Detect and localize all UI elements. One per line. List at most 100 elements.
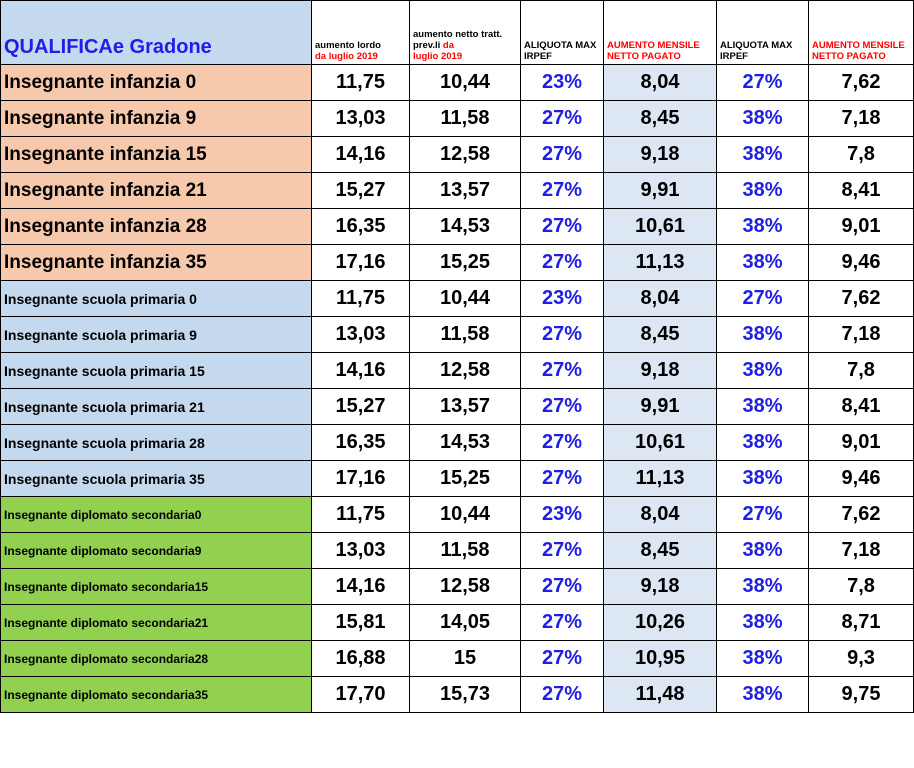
table-row: Insegnante infanzia 35 17,16 15,25 27% 11,13… bbox=[0, 244, 914, 281]
aliquota-1-cell: 27% bbox=[520, 460, 604, 497]
aliquota-2-cell: 38% bbox=[716, 316, 809, 353]
aumento-mensile-2-cell: 8,71 bbox=[808, 604, 914, 641]
qualifica-cell: Insegnante scuola primaria 21 bbox=[0, 388, 312, 425]
aumento-netto-cell: 15,73 bbox=[409, 676, 521, 713]
aumento-netto-cell: 13,57 bbox=[409, 172, 521, 209]
aumento-netto-cell: 12,58 bbox=[409, 136, 521, 173]
header-aumento-mensile-1: AUMENTO MENSILE NETTO PAGATO bbox=[603, 0, 717, 65]
table-row: Insegnante scuola primaria 9 13,03 11,58 27… bbox=[0, 316, 914, 353]
qualifica-cell: Insegnante infanzia 0 bbox=[0, 64, 312, 101]
table-row: Insegnante scuola primaria 21 15,27 13,57 2… bbox=[0, 388, 914, 425]
aumento-mensile-2-cell: 7,18 bbox=[808, 100, 914, 137]
aumento-mensile-1-cell: 11,48 bbox=[603, 676, 717, 713]
aliquota-1-cell: 27% bbox=[520, 676, 604, 713]
qualifica-cell: Insegnante diplomato secondaria15 bbox=[0, 568, 312, 605]
aliquota-2-cell: 38% bbox=[716, 172, 809, 209]
aumento-lordo-cell: 11,75 bbox=[311, 280, 410, 317]
aliquota-2-cell: 38% bbox=[716, 208, 809, 245]
aumento-lordo-cell: 16,88 bbox=[311, 640, 410, 677]
aliquota-2-cell: 38% bbox=[716, 388, 809, 425]
aumento-mensile-1-cell: 9,18 bbox=[603, 352, 717, 389]
aliquota-1-cell: 27% bbox=[520, 352, 604, 389]
table-row: Insegnante infanzia 21 15,27 13,57 27% 9,91 3… bbox=[0, 172, 914, 209]
aliquota-1-cell: 27% bbox=[520, 640, 604, 677]
aumento-lordo-cell: 14,16 bbox=[311, 136, 410, 173]
aumento-lordo-cell: 17,16 bbox=[311, 244, 410, 281]
table-row: Insegnante infanzia 0 11,75 10,44 23% 8,04 27… bbox=[0, 64, 914, 101]
aumento-mensile-1-cell: 9,18 bbox=[603, 136, 717, 173]
qualifica-cell: Insegnante scuola primaria 35 bbox=[0, 460, 312, 497]
aumento-mensile-1-cell: 9,18 bbox=[603, 568, 717, 605]
table-row: Insegnante scuola primaria 28 16,35 14,53 2… bbox=[0, 424, 914, 461]
qualifica-cell: Insegnante scuola primaria 0 bbox=[0, 280, 312, 317]
table-row: Insegnante diplomato secondaria9 13,03 11,… bbox=[0, 532, 914, 569]
table-row: Insegnante infanzia 28 16,35 14,53 27% 10,61… bbox=[0, 208, 914, 245]
aliquota-1-cell: 27% bbox=[520, 172, 604, 209]
header-aumento-lordo-date: da luglio 2019 bbox=[315, 51, 378, 62]
aumento-lordo-cell: 14,16 bbox=[311, 568, 410, 605]
aliquota-2-cell: 38% bbox=[716, 136, 809, 173]
aumento-netto-cell: 13,57 bbox=[409, 388, 521, 425]
aumento-mensile-2-cell: 7,8 bbox=[808, 352, 914, 389]
aumento-mensile-2-cell: 7,8 bbox=[808, 568, 914, 605]
qualifica-cell: Insegnante scuola primaria 15 bbox=[0, 352, 312, 389]
header-aumento-mensile-2: AUMENTO MENSILE NETTO PAGATO bbox=[808, 0, 914, 65]
aumento-mensile-1-cell: 10,26 bbox=[603, 604, 717, 641]
table-row: Insegnante diplomato secondaria0 11,75 10,… bbox=[0, 496, 914, 533]
aumento-lordo-cell: 13,03 bbox=[311, 532, 410, 569]
aliquota-2-cell: 38% bbox=[716, 676, 809, 713]
qualifica-cell: Insegnante infanzia 15 bbox=[0, 136, 312, 173]
aumento-netto-cell: 10,44 bbox=[409, 280, 521, 317]
aumento-mensile-2-cell: 9,75 bbox=[808, 676, 914, 713]
aumento-netto-cell: 12,58 bbox=[409, 568, 521, 605]
aumento-netto-cell: 11,58 bbox=[409, 100, 521, 137]
aliquota-2-cell: 38% bbox=[716, 640, 809, 677]
qualifica-cell: Insegnante diplomato secondaria21 bbox=[0, 604, 312, 641]
aliquota-1-cell: 27% bbox=[520, 532, 604, 569]
header-aumento-lordo-text: aumento lordo bbox=[315, 40, 381, 51]
aumento-lordo-cell: 13,03 bbox=[311, 100, 410, 137]
table-row: Insegnante infanzia 9 13,03 11,58 27% 8,45 38… bbox=[0, 100, 914, 137]
aumento-lordo-cell: 17,16 bbox=[311, 460, 410, 497]
aumento-mensile-1-cell: 8,04 bbox=[603, 280, 717, 317]
table-row: Insegnante diplomato secondaria21 15,81 14… bbox=[0, 604, 914, 641]
aliquota-2-cell: 38% bbox=[716, 100, 809, 137]
aliquota-1-cell: 27% bbox=[520, 208, 604, 245]
aumento-mensile-1-cell: 8,04 bbox=[603, 64, 717, 101]
qualifica-cell: Insegnante infanzia 21 bbox=[0, 172, 312, 209]
aliquota-1-cell: 27% bbox=[520, 604, 604, 641]
aliquota-2-cell: 38% bbox=[716, 568, 809, 605]
aumento-mensile-2-cell: 8,41 bbox=[808, 388, 914, 425]
aliquota-1-cell: 23% bbox=[520, 64, 604, 101]
aliquota-2-cell: 38% bbox=[716, 244, 809, 281]
aumento-netto-cell: 15,25 bbox=[409, 460, 521, 497]
aumento-mensile-2-cell: 7,62 bbox=[808, 280, 914, 317]
aumento-mensile-2-cell: 7,62 bbox=[808, 496, 914, 533]
aumento-lordo-cell: 13,03 bbox=[311, 316, 410, 353]
aumento-mensile-1-cell: 10,61 bbox=[603, 208, 717, 245]
aumento-netto-cell: 14,53 bbox=[409, 424, 521, 461]
table-row: Insegnante scuola primaria 15 14,16 12,58 2… bbox=[0, 352, 914, 389]
aumento-lordo-cell: 16,35 bbox=[311, 208, 410, 245]
aliquota-1-cell: 27% bbox=[520, 100, 604, 137]
aumento-mensile-1-cell: 9,91 bbox=[603, 172, 717, 209]
table-row: Insegnante diplomato secondaria35 17,70 15… bbox=[0, 676, 914, 713]
aliquota-2-cell: 38% bbox=[716, 424, 809, 461]
header-aumento-netto-da: da bbox=[442, 40, 455, 51]
aumento-netto-cell: 11,58 bbox=[409, 316, 521, 353]
aumento-mensile-1-cell: 9,91 bbox=[603, 388, 717, 425]
qualifica-cell: Insegnante diplomato secondaria35 bbox=[0, 676, 312, 713]
table-row: Insegnante diplomato secondaria28 16,88 15… bbox=[0, 640, 914, 677]
qualifica-cell: Insegnante infanzia 9 bbox=[0, 100, 312, 137]
aliquota-1-cell: 23% bbox=[520, 496, 604, 533]
aliquota-2-cell: 38% bbox=[716, 532, 809, 569]
aumento-mensile-2-cell: 9,3 bbox=[808, 640, 914, 677]
aliquota-2-cell: 27% bbox=[716, 280, 809, 317]
qualifica-cell: Insegnante scuola primaria 9 bbox=[0, 316, 312, 353]
salary-increase-table: QUALIFICAe Gradone aumento lordo da lugli… bbox=[0, 0, 914, 713]
aumento-mensile-2-cell: 7,62 bbox=[808, 64, 914, 101]
aumento-netto-cell: 15 bbox=[409, 640, 521, 677]
aumento-lordo-cell: 11,75 bbox=[311, 64, 410, 101]
aumento-mensile-2-cell: 9,01 bbox=[808, 208, 914, 245]
aliquota-1-cell: 27% bbox=[520, 316, 604, 353]
